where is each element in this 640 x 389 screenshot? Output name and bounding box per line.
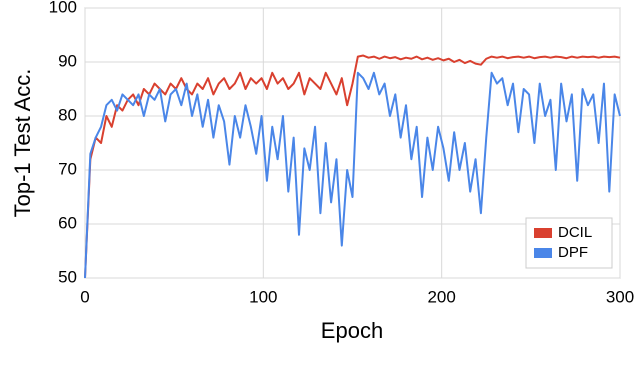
x-tick-label: 200 xyxy=(427,287,455,306)
x-tick-label: 0 xyxy=(80,287,89,306)
x-tick-label: 100 xyxy=(249,287,277,306)
legend-swatch xyxy=(534,248,552,258)
legend-swatch xyxy=(534,228,552,238)
y-tick-label: 90 xyxy=(58,51,77,70)
legend-label: DPF xyxy=(558,244,588,261)
line-series xyxy=(84,71,621,279)
legend-label: DCIL xyxy=(558,224,592,241)
y-tick-label: 50 xyxy=(58,267,77,286)
x-axis-label: Epoch xyxy=(321,318,383,343)
y-axis-label: Top-1 Test Acc. xyxy=(10,69,35,218)
y-tick-label: 70 xyxy=(58,159,77,178)
y-tick-label: 80 xyxy=(58,105,77,124)
y-tick-label: 100 xyxy=(49,0,77,16)
line-series xyxy=(84,54,621,279)
y-tick-label: 60 xyxy=(58,213,77,232)
legend-box xyxy=(525,217,613,269)
x-tick-label: 300 xyxy=(606,287,634,306)
